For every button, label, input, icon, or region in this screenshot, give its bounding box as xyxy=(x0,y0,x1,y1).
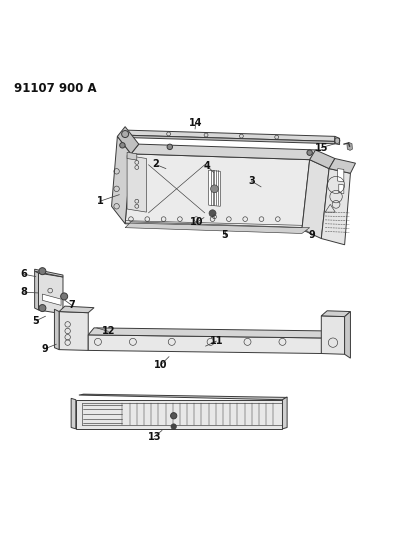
Text: 6: 6 xyxy=(21,269,28,279)
Text: 12: 12 xyxy=(102,326,115,336)
Text: 2: 2 xyxy=(152,159,159,169)
Polygon shape xyxy=(127,152,137,160)
Polygon shape xyxy=(35,271,39,310)
Polygon shape xyxy=(209,170,220,206)
Text: 9: 9 xyxy=(309,230,316,240)
Polygon shape xyxy=(321,311,350,317)
Text: 10: 10 xyxy=(154,360,167,370)
Text: 1: 1 xyxy=(97,196,103,206)
Polygon shape xyxy=(335,136,340,144)
Text: 3: 3 xyxy=(248,176,255,186)
Polygon shape xyxy=(329,158,355,173)
Circle shape xyxy=(120,143,125,148)
Text: 11: 11 xyxy=(210,336,223,346)
Polygon shape xyxy=(71,398,76,429)
Text: 9: 9 xyxy=(41,344,48,354)
Polygon shape xyxy=(123,130,127,138)
Polygon shape xyxy=(76,400,282,429)
Circle shape xyxy=(39,268,46,274)
Polygon shape xyxy=(131,144,318,160)
Polygon shape xyxy=(310,150,335,168)
Polygon shape xyxy=(282,397,287,429)
Polygon shape xyxy=(125,222,310,233)
Circle shape xyxy=(39,304,46,312)
Circle shape xyxy=(61,293,68,300)
Polygon shape xyxy=(302,160,329,239)
Polygon shape xyxy=(347,143,352,150)
Text: 13: 13 xyxy=(147,432,161,442)
Text: 14: 14 xyxy=(189,118,203,128)
Text: 5: 5 xyxy=(221,230,229,240)
Text: 8: 8 xyxy=(21,287,28,297)
Text: 7: 7 xyxy=(69,300,75,310)
Circle shape xyxy=(171,413,177,419)
Polygon shape xyxy=(117,127,139,154)
Circle shape xyxy=(171,424,177,429)
Circle shape xyxy=(211,185,218,193)
Polygon shape xyxy=(127,156,147,212)
Polygon shape xyxy=(43,294,61,305)
Circle shape xyxy=(167,144,173,150)
Circle shape xyxy=(307,150,312,156)
Polygon shape xyxy=(345,312,350,358)
Polygon shape xyxy=(79,394,287,400)
Polygon shape xyxy=(127,135,335,144)
Polygon shape xyxy=(339,184,344,193)
Text: 15: 15 xyxy=(314,143,328,152)
Polygon shape xyxy=(59,312,88,350)
Polygon shape xyxy=(321,168,350,245)
Text: 5: 5 xyxy=(32,316,39,326)
Text: 10: 10 xyxy=(190,217,204,227)
Polygon shape xyxy=(39,273,63,314)
Circle shape xyxy=(209,210,216,217)
Text: 4: 4 xyxy=(203,160,210,171)
Circle shape xyxy=(122,131,128,138)
Polygon shape xyxy=(54,309,59,350)
Polygon shape xyxy=(112,136,131,224)
Polygon shape xyxy=(321,316,345,354)
Polygon shape xyxy=(59,306,94,313)
Polygon shape xyxy=(125,154,310,230)
Text: 91107 900 A: 91107 900 A xyxy=(14,82,96,95)
Polygon shape xyxy=(35,269,63,277)
Polygon shape xyxy=(88,328,331,338)
Polygon shape xyxy=(88,335,325,353)
Polygon shape xyxy=(127,130,335,141)
Polygon shape xyxy=(338,168,344,182)
